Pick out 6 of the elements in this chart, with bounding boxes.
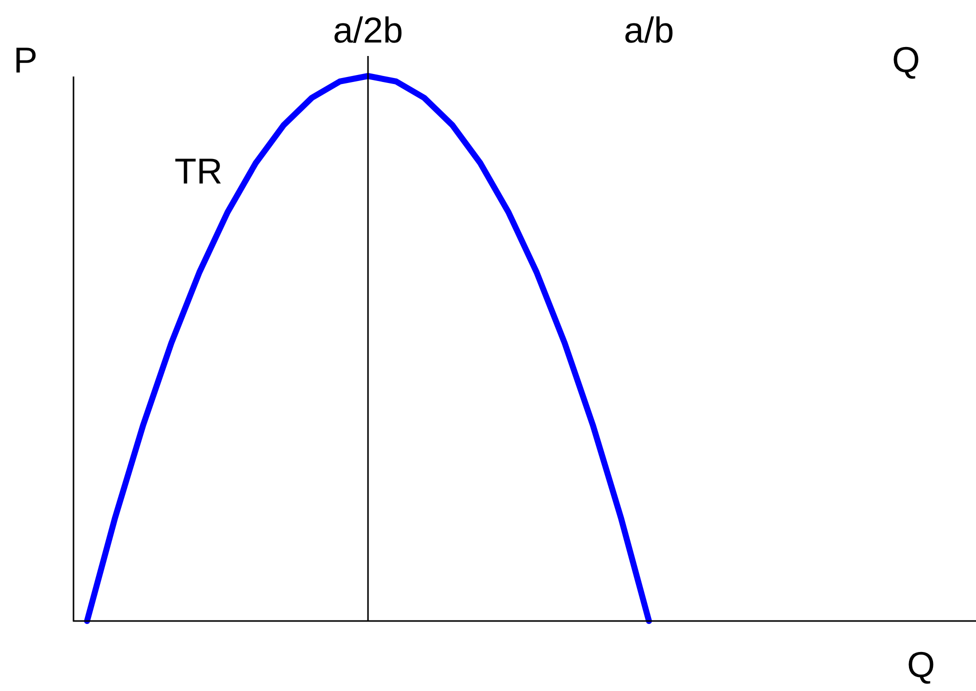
series-label: TR <box>174 150 223 192</box>
x-tick-label: a/b <box>624 10 674 50</box>
text: Q <box>892 39 920 80</box>
x-tick-label: a/2b <box>332 10 404 50</box>
text: Q <box>906 644 936 685</box>
y-axis-title: P <box>13 40 38 80</box>
